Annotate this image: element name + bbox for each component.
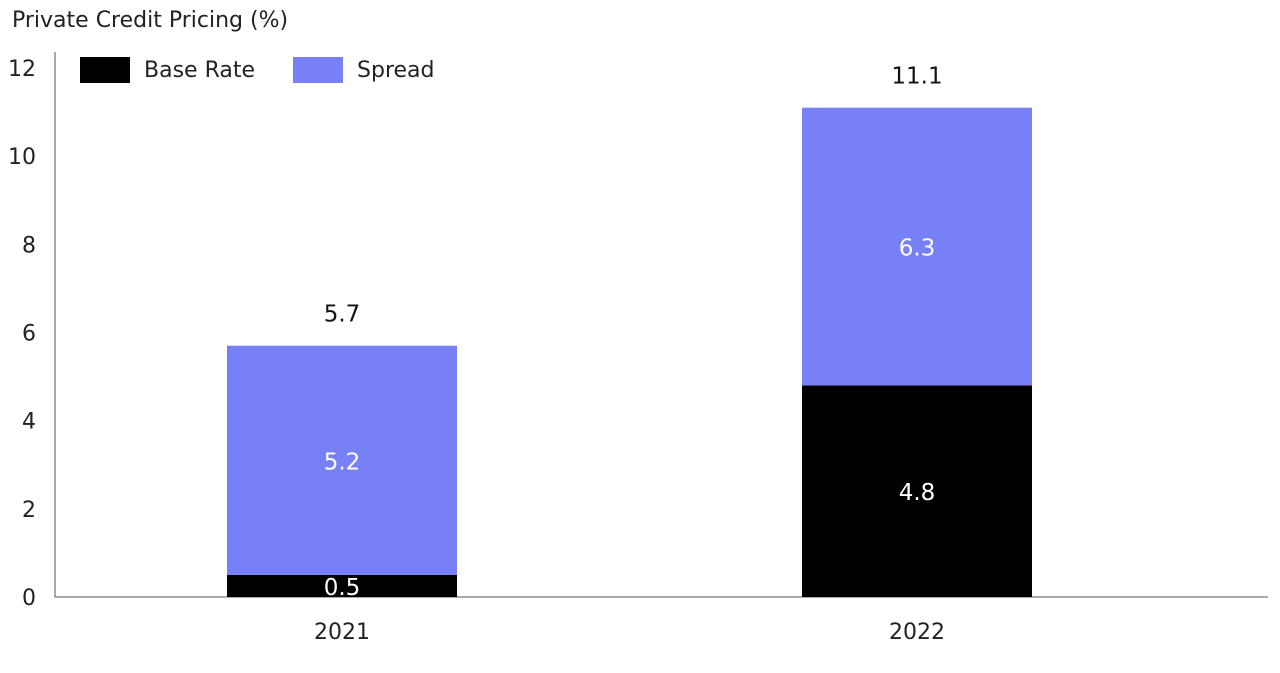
chart-title: Private Credit Pricing (%) [12, 8, 289, 33]
y-tick-label-4: 4 [22, 410, 36, 435]
total-label-2021: 5.7 [324, 302, 361, 328]
y-tick-label-6: 6 [22, 322, 36, 347]
bar-spread-2021 [227, 345, 457, 575]
y-tick-label-0: 0 [22, 586, 36, 611]
bar-spread-2022 [802, 107, 1032, 386]
bar-base-rate-2022 [802, 385, 1032, 597]
legend-item-base-rate: Base Rate [80, 57, 255, 83]
x-tick-label-2022: 2022 [889, 620, 945, 645]
total-label-2022: 11.1 [891, 64, 942, 90]
segment-label-spread-2021: 5.2 [324, 449, 361, 475]
legend-label-base-rate: Base Rate [144, 57, 256, 83]
legend-label-spread: Spread [357, 57, 435, 83]
y-tick-label-2: 2 [22, 498, 36, 523]
segment-label-base-rate-2022: 4.8 [899, 480, 936, 506]
x-tick-label-2021: 2021 [314, 620, 370, 645]
legend-swatch-spread [293, 57, 344, 83]
y-tick-label-8: 8 [22, 233, 36, 258]
y-tick-label-10: 10 [8, 145, 36, 170]
segment-label-base-rate-2021: 0.5 [324, 575, 361, 601]
y-tick-label-12: 12 [8, 57, 36, 82]
legend-item-spread: Spread [293, 57, 435, 83]
bar-base-rate-2021 [227, 574, 457, 597]
segment-label-spread-2022: 6.3 [899, 236, 936, 262]
legend-swatch-base-rate [80, 57, 130, 83]
legend: Base Rate Spread [80, 57, 473, 83]
